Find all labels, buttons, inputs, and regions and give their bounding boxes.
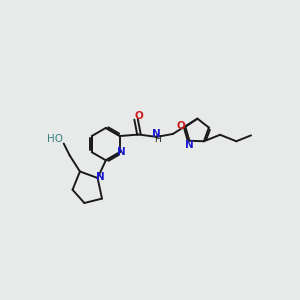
Text: H: H: [154, 135, 160, 144]
Text: HO: HO: [47, 134, 63, 144]
Text: N: N: [152, 129, 161, 139]
Text: N: N: [117, 147, 126, 157]
Text: O: O: [176, 121, 185, 131]
Text: N: N: [185, 140, 194, 150]
Text: N: N: [96, 172, 104, 182]
Text: O: O: [134, 111, 143, 121]
